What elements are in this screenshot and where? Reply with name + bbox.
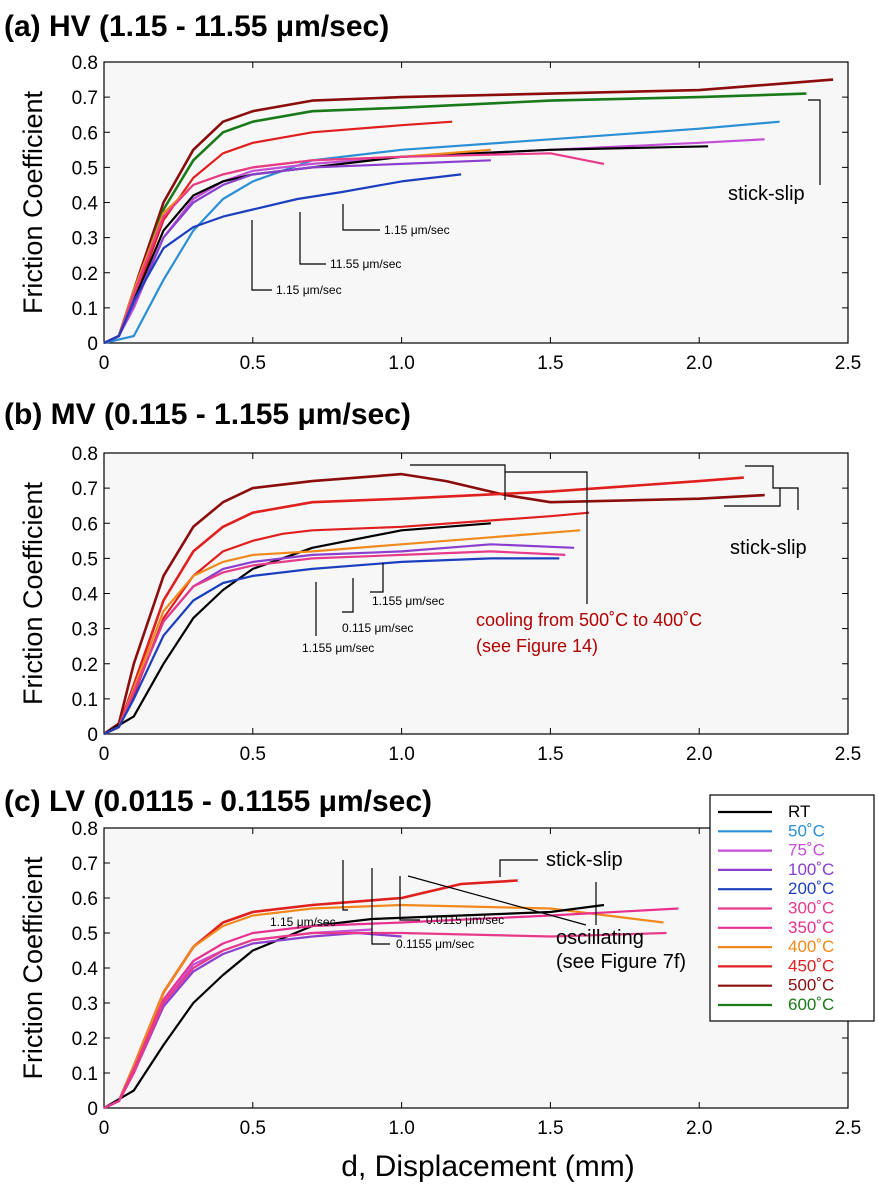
annotation-label: 1.15 μm/sec [384, 223, 450, 237]
annotation-label: stick-slip [546, 849, 623, 871]
x-tick-label: 2.0 [686, 744, 712, 765]
legend-label: 200˚C [788, 879, 834, 898]
x-tick-label: 1.5 [537, 1118, 563, 1139]
annotation-label: oscillating [556, 927, 644, 949]
y-tick-label: 0.8 [72, 444, 98, 465]
y-tick-label: 0.5 [72, 924, 98, 945]
panel-title: (a) HV (1.15 - 11.55 μm/sec) [4, 10, 389, 43]
y-tick-label: 0.3 [72, 229, 98, 250]
x-axis-label: d, Displacement (mm) [341, 1150, 634, 1183]
annotation-label: 0.0115 μm/sec [426, 913, 504, 927]
legend-label: 350˚C [788, 918, 834, 937]
y-tick-label: 0 [87, 725, 98, 746]
x-tick-label: 2.5 [835, 353, 861, 374]
panel-title: (b) MV (0.115 - 1.155 μm/sec) [4, 398, 411, 431]
x-tick-label: 1.0 [388, 353, 414, 374]
x-tick-label: 0.5 [240, 744, 266, 765]
y-tick-label: 0.3 [72, 620, 98, 641]
annotation-label: 0.1155 μm/sec [396, 937, 474, 951]
y-axis-label: Friction Coefficient [18, 856, 48, 1080]
legend-label: 300˚C [788, 899, 834, 918]
y-tick-label: 0.6 [72, 514, 98, 535]
y-tick-label: 0.4 [72, 959, 99, 980]
legend-label: 400˚C [788, 937, 834, 956]
y-axis-label: Friction Coefficient [18, 90, 48, 314]
y-tick-label: 0 [87, 1099, 98, 1120]
y-tick-label: 0.4 [72, 585, 99, 606]
annotation-label: 1.15 μm/sec [270, 915, 336, 929]
y-tick-label: 0 [87, 334, 98, 355]
y-tick-label: 0.1 [72, 1064, 98, 1085]
legend-label: 100˚C [788, 860, 834, 879]
annotation-label: 11.55 μm/sec [330, 257, 401, 271]
annotation-label: 0.115 μm/sec [342, 621, 413, 635]
x-tick-label: 1.5 [537, 744, 563, 765]
y-tick-label: 0.3 [72, 994, 98, 1015]
annotation-label: (see Figure 7f) [556, 951, 686, 973]
x-tick-label: 1.5 [537, 353, 563, 374]
y-tick-label: 0.5 [72, 549, 98, 570]
annotation-label: stick-slip [728, 183, 805, 205]
x-tick-label: 2.0 [686, 1118, 712, 1139]
annotation-label: (see Figure 14) [476, 636, 598, 656]
x-tick-label: 1.0 [388, 1118, 414, 1139]
y-axis-label: Friction Coefficient [18, 481, 48, 705]
y-tick-label: 0.6 [72, 889, 98, 910]
y-tick-label: 0.2 [72, 1029, 98, 1050]
legend-label: RT [788, 802, 810, 821]
annotation-label: 1.15 μm/sec [276, 283, 342, 297]
x-tick-label: 2.5 [835, 1118, 861, 1139]
y-tick-label: 0.1 [72, 299, 98, 320]
legend-label: 600˚C [788, 995, 834, 1014]
y-tick-label: 0.8 [72, 819, 98, 840]
x-tick-label: 0 [99, 744, 110, 765]
annotation-label: stick-slip [730, 537, 807, 559]
legend-label: 50˚C [788, 821, 825, 840]
y-tick-label: 0.2 [72, 264, 98, 285]
x-tick-label: 2.0 [686, 353, 712, 374]
x-tick-label: 1.0 [388, 744, 414, 765]
y-tick-label: 0.1 [72, 690, 98, 711]
annotation-label: 1.155 μm/sec [302, 641, 374, 655]
legend-label: 450˚C [788, 956, 834, 975]
x-tick-label: 2.5 [835, 744, 861, 765]
y-tick-label: 0.7 [72, 479, 98, 500]
annotation-label: 1.155 μm/sec [372, 594, 444, 608]
y-tick-label: 0.7 [72, 88, 98, 109]
panel-title: (c) LV (0.0115 - 0.1155 μm/sec) [4, 785, 432, 818]
x-tick-label: 0.5 [240, 353, 266, 374]
x-tick-label: 0 [99, 1118, 110, 1139]
y-tick-label: 0.7 [72, 854, 98, 875]
y-tick-label: 0.5 [72, 158, 98, 179]
y-tick-label: 0.2 [72, 655, 98, 676]
y-tick-label: 0.6 [72, 123, 98, 144]
annotation-label: cooling from 500˚C to 400˚C [476, 610, 702, 630]
legend-label: 500˚C [788, 976, 834, 995]
y-tick-label: 0.4 [72, 194, 99, 215]
x-tick-label: 0 [99, 353, 110, 374]
legend-label: 75˚C [788, 841, 825, 860]
x-tick-label: 0.5 [240, 1118, 266, 1139]
y-tick-label: 0.8 [72, 53, 98, 74]
